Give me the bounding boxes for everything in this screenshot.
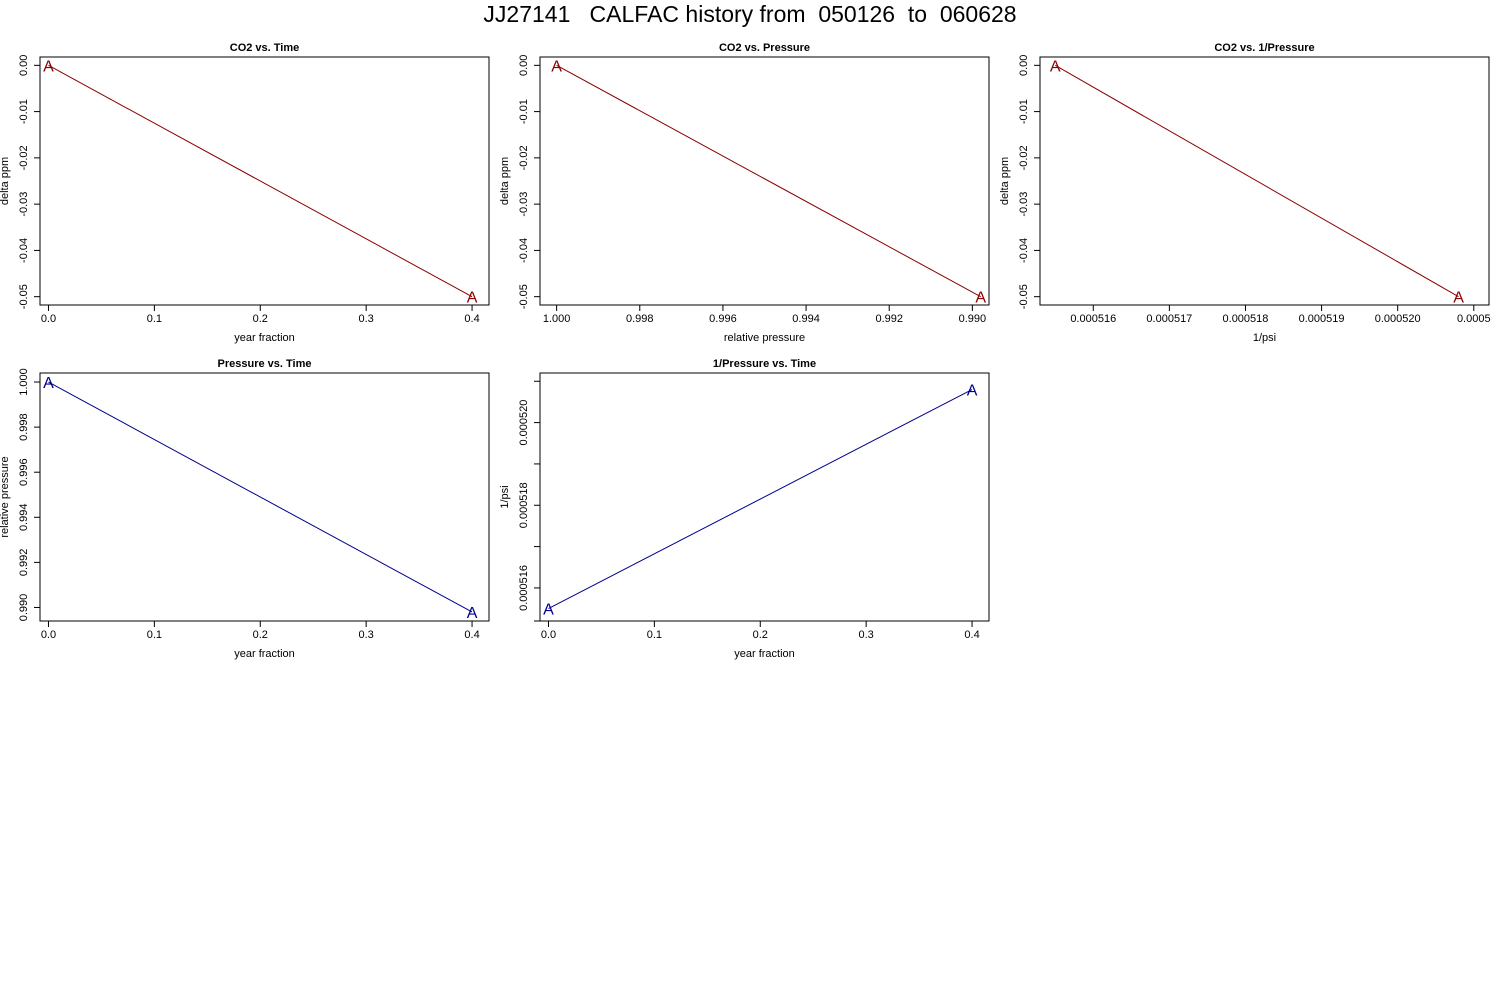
- data-point-marker: A: [551, 58, 562, 75]
- y-tick-label: -0.04: [518, 238, 530, 263]
- data-point-marker: A: [543, 602, 554, 619]
- y-axis-label: delta ppm: [499, 157, 511, 205]
- y-tick-label: 0.00: [1018, 55, 1030, 76]
- y-tick-label: -0.03: [1018, 192, 1030, 217]
- page-title: JJ27141 CALFAC history from 050126 to 06…: [483, 1, 1017, 27]
- y-axis-label: 1/psi: [499, 485, 511, 508]
- x-tick-label: 0.2: [753, 629, 768, 641]
- x-tick-label: 0.0005: [1457, 313, 1491, 325]
- series-line: [1054, 64, 1459, 298]
- x-tick-label: 0.1: [147, 629, 162, 641]
- x-tick-label: 0.0: [41, 629, 56, 641]
- data-point-marker: A: [467, 605, 478, 622]
- data-point-marker: A: [1453, 290, 1464, 307]
- x-tick-label: 0.1: [647, 629, 662, 641]
- y-tick-label: -0.05: [518, 284, 530, 309]
- x-tick-label: 0.3: [859, 629, 874, 641]
- x-tick-label: 0.0: [541, 629, 556, 641]
- x-tick-label: 0.1: [147, 313, 162, 325]
- chart-title: 1/Pressure vs. Time: [713, 358, 816, 370]
- plot-frame: [539, 56, 990, 306]
- y-tick-label: -0.02: [1018, 145, 1030, 170]
- x-tick-label: 0.2: [253, 629, 268, 641]
- x-axis-label: year fraction: [734, 648, 795, 660]
- chart-title: CO2 vs. Pressure: [719, 42, 810, 54]
- y-tick-label: 0.996: [18, 458, 30, 486]
- series-line: [548, 389, 973, 610]
- y-tick-label: 0.00: [18, 55, 30, 76]
- x-tick-label: 1.000: [543, 313, 571, 325]
- x-tick-label: 0.3: [359, 313, 374, 325]
- x-axis-label: 1/psi: [1253, 332, 1276, 344]
- chart-title: Pressure vs. Time: [218, 358, 312, 370]
- chart-panel: CO2 vs. Time 0.0 0.1 0.2 0.3 0.4 0.00 -0.01 -0.0…: [0, 42, 490, 344]
- x-tick-label: 0.998: [626, 313, 654, 325]
- y-tick-label: -0.03: [518, 192, 530, 217]
- y-tick-label: -0.05: [1018, 284, 1030, 309]
- chart-title: CO2 vs. Time: [230, 42, 300, 54]
- y-tick-label: 0.992: [18, 549, 30, 577]
- x-axis-label: relative pressure: [724, 332, 805, 344]
- plot-frame: [1039, 56, 1490, 306]
- y-tick-label: -0.04: [18, 238, 30, 263]
- x-tick-label: 0.4: [964, 629, 979, 641]
- data-point-marker: A: [467, 290, 478, 307]
- y-tick-label: -0.01: [1018, 99, 1030, 124]
- x-axis-label: year fraction: [234, 332, 295, 344]
- x-tick-label: 0.000516: [1070, 313, 1116, 325]
- y-axis-label: delta ppm: [999, 157, 1011, 205]
- y-axis-label: delta ppm: [0, 157, 11, 205]
- data-point-marker: A: [975, 290, 986, 307]
- x-tick-label: 0.3: [359, 629, 374, 641]
- x-tick-label: 0.4: [464, 629, 479, 641]
- series-line: [48, 381, 473, 613]
- data-point-marker: A: [967, 383, 978, 400]
- y-tick-label: -0.05: [18, 284, 30, 309]
- x-tick-label: 0.992: [875, 313, 903, 325]
- y-tick-label: -0.04: [1018, 238, 1030, 263]
- y-tick-label: 0.00: [518, 55, 530, 76]
- x-tick-label: 0.000518: [1223, 313, 1269, 325]
- y-tick-label: 0.000520: [518, 400, 530, 446]
- y-tick-label: 0.998: [18, 413, 30, 441]
- x-tick-label: 0.990: [959, 313, 987, 325]
- y-tick-label: -0.02: [18, 145, 30, 170]
- y-tick-label: 0.000518: [518, 482, 530, 528]
- y-tick-label: 0.994: [18, 504, 30, 532]
- data-point-marker: A: [1050, 58, 1061, 75]
- x-tick-label: 0.996: [709, 313, 737, 325]
- plot-frame: [39, 56, 490, 306]
- y-tick-label: 1.000: [18, 368, 30, 396]
- x-tick-label: 0.2: [253, 313, 268, 325]
- chart-title: CO2 vs. 1/Pressure: [1214, 42, 1314, 54]
- y-tick-label: -0.02: [518, 145, 530, 170]
- chart-panel: CO2 vs. Pressure 1.000 0.998 0.996 0.994 0.99…: [499, 42, 990, 344]
- x-tick-label: 0.000519: [1299, 313, 1345, 325]
- x-axis-label: year fraction: [234, 648, 295, 660]
- y-axis-label: relative pressure: [0, 456, 11, 537]
- y-tick-label: -0.03: [18, 192, 30, 217]
- x-tick-label: 0.4: [464, 313, 479, 325]
- y-tick-label: -0.01: [18, 99, 30, 124]
- data-point-marker: A: [43, 58, 54, 75]
- series-line: [48, 64, 473, 298]
- x-tick-label: 0.0: [41, 313, 56, 325]
- plot-frame: [39, 372, 490, 622]
- series-line: [556, 64, 981, 298]
- chart-panel: CO2 vs. 1/Pressure 0.000516 0.000517 0.0005…: [999, 42, 1491, 344]
- x-tick-label: 0.994: [792, 313, 820, 325]
- y-tick-label: -0.01: [518, 99, 530, 124]
- chart-panel: Pressure vs. Time 0.0 0.1 0.2 0.3 0.4 1.000 0.9…: [0, 358, 490, 660]
- y-tick-label: 0.000516: [518, 565, 530, 611]
- x-tick-label: 0.000517: [1146, 313, 1192, 325]
- x-tick-label: 0.000520: [1375, 313, 1421, 325]
- chart-panel: 1/Pressure vs. Time 0.0 0.1 0.2 0.3 0.4 0.0005…: [499, 358, 990, 660]
- y-tick-label: 0.990: [18, 594, 30, 622]
- data-point-marker: A: [43, 375, 54, 392]
